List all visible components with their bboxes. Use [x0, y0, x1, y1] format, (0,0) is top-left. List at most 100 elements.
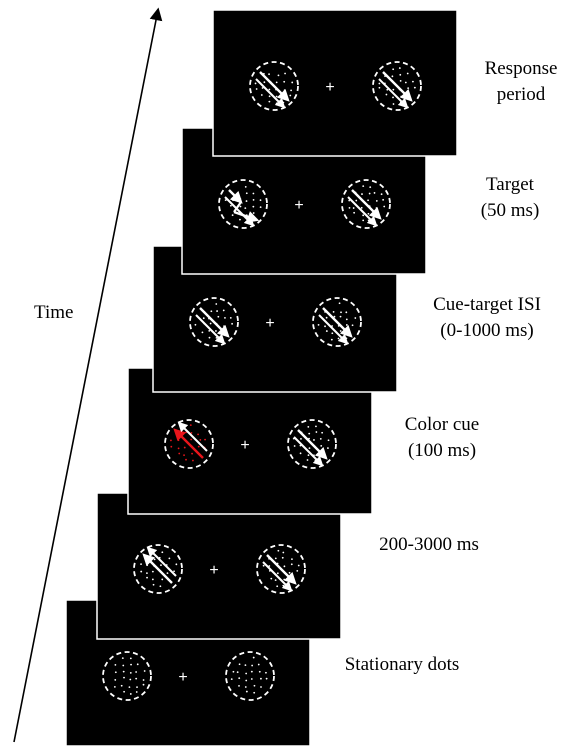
motion-arrow: [351, 189, 382, 220]
dot: [283, 578, 286, 581]
dot: [121, 657, 124, 660]
dot: [289, 94, 292, 97]
left-aperture: [133, 544, 183, 594]
dot: [168, 557, 171, 560]
dot: [375, 200, 378, 202]
dot: [315, 431, 318, 433]
dot: [120, 684, 123, 687]
dot: [275, 102, 278, 105]
dot: [321, 431, 324, 434]
dot: [259, 206, 262, 209]
dot: [253, 684, 256, 687]
dot: [166, 572, 169, 575]
dot: [368, 192, 371, 195]
dot: [217, 315, 220, 318]
dot: [407, 87, 410, 90]
dot: [277, 74, 280, 77]
motion-arrow: [318, 314, 349, 345]
dot: [230, 678, 233, 681]
dot: [380, 193, 383, 196]
dot: [114, 671, 117, 674]
dot: [290, 563, 293, 566]
dot: [406, 72, 409, 75]
dot: [399, 79, 402, 82]
dot: [129, 678, 132, 681]
aperture-outline: [312, 297, 362, 347]
fixation-cross: +: [325, 79, 334, 96]
motion-arrow: [199, 307, 230, 338]
dot: [204, 438, 206, 441]
dot: [250, 678, 253, 680]
aperture-outline: [164, 419, 214, 469]
dot: [291, 558, 293, 561]
dot: [252, 212, 255, 214]
frame-label-response-line-1: Response: [485, 58, 558, 79]
dot: [275, 81, 278, 84]
dot: [277, 549, 280, 552]
dot: [348, 206, 351, 209]
dot: [160, 564, 162, 567]
dot: [360, 206, 363, 209]
dot: [383, 205, 386, 208]
dot: [113, 685, 116, 688]
motion-arrow: [255, 78, 286, 109]
fixation-cross: +: [294, 197, 303, 214]
dot: [153, 549, 156, 552]
dot: [177, 447, 180, 450]
dot: [250, 670, 253, 673]
dot: [224, 199, 227, 201]
dot: [348, 199, 351, 202]
dot: [288, 571, 291, 574]
aperture-outline: [341, 179, 391, 229]
dot: [129, 657, 132, 660]
motion-arrow: [173, 428, 204, 459]
dot: [367, 219, 370, 222]
dot: [324, 325, 326, 328]
dot: [224, 316, 226, 319]
dot: [185, 458, 187, 461]
dot: [245, 192, 248, 195]
motion-arrow: [259, 71, 290, 102]
dot: [136, 686, 138, 689]
dot: [252, 656, 255, 659]
dot: [276, 572, 279, 575]
dot: [290, 89, 293, 92]
dot: [362, 185, 365, 188]
dot: [308, 447, 311, 450]
dot: [135, 671, 138, 673]
dot: [252, 192, 255, 195]
dot: [183, 446, 186, 449]
dot: [136, 663, 139, 666]
fixation-cross: +: [178, 669, 187, 686]
motion-arrow: [347, 196, 378, 227]
dot: [239, 205, 242, 208]
dot: [307, 425, 310, 428]
left-aperture: [249, 61, 299, 111]
dot: [143, 670, 146, 672]
dot: [373, 192, 376, 194]
dot: [345, 324, 348, 326]
dot: [161, 578, 164, 581]
dot: [361, 193, 363, 195]
dot: [229, 204, 232, 207]
motion-arrow: [378, 78, 409, 109]
dot: [339, 315, 342, 318]
dot: [400, 95, 403, 98]
stimulus-frames: +Stationary dots+200-3000 ms+Color cue(1…: [65, 9, 558, 746]
dot: [330, 338, 333, 341]
dot: [345, 337, 348, 340]
aperture-outline: [218, 179, 268, 229]
dot: [128, 686, 131, 689]
dot: [252, 205, 255, 208]
dot: [325, 316, 328, 319]
aperture-outline: [133, 544, 183, 594]
frame-label-isi-line-1: Cue-target ISI: [433, 294, 541, 315]
dot: [238, 677, 241, 680]
right-aperture: [225, 651, 275, 701]
dot: [114, 679, 117, 681]
dot: [244, 207, 247, 210]
dot: [307, 454, 310, 457]
frame-label-isi-line-2: (0-1000 ms): [440, 320, 533, 341]
dot: [140, 563, 142, 566]
dot: [197, 445, 200, 448]
